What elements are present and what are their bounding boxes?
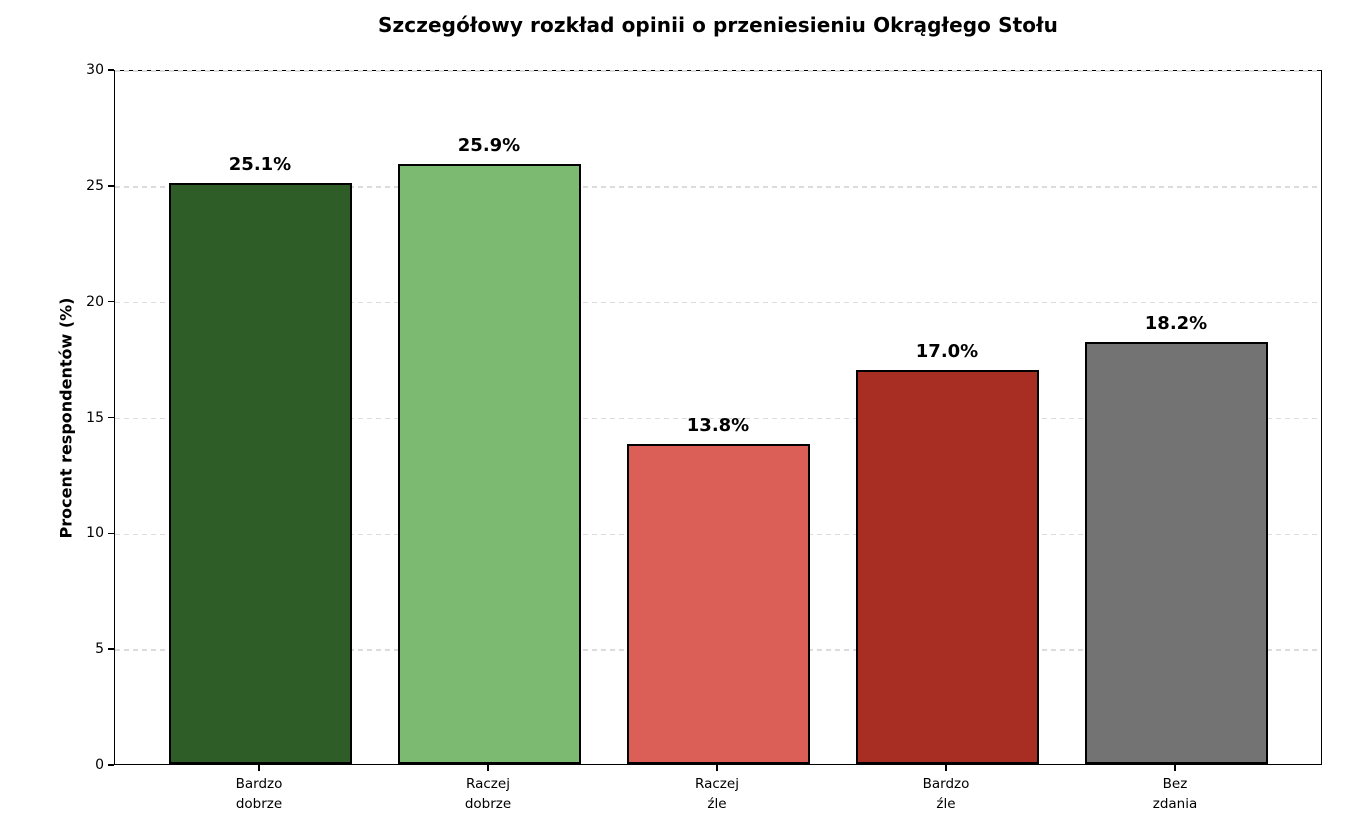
x-tick-label: Bardzo źle — [922, 776, 970, 812]
x-tick-label: Raczej dobrze — [464, 776, 512, 812]
y-tick-mark — [108, 532, 114, 535]
bars-layer: 25.1% 25.9% 13.8% 17.0% 18.2% — [115, 71, 1321, 764]
x-tick-label: Bez zdania — [1152, 776, 1198, 812]
grid-line — [115, 417, 1321, 420]
grid-line — [115, 70, 1321, 72]
y-tick-label: 0 — [95, 757, 104, 773]
bar-2 — [397, 163, 581, 764]
bar-5 — [1084, 342, 1268, 764]
x-tick-mark — [945, 765, 947, 771]
x-tick-mark — [1174, 765, 1176, 771]
x-tick-label: Bardzo dobrze — [235, 776, 283, 812]
grid-line — [115, 186, 1321, 188]
bar-value-label: 25.9% — [457, 134, 521, 156]
y-tick-mark — [108, 185, 114, 187]
bar-4 — [855, 370, 1039, 764]
y-tick-label: 20 — [86, 293, 104, 310]
y-tick-mark — [108, 300, 114, 303]
bar-value-label: 13.8% — [686, 415, 750, 437]
grid-line — [115, 301, 1321, 304]
y-tick-mark — [108, 416, 114, 419]
x-tick-mark — [258, 765, 260, 771]
bar-value-label: 25.1% — [228, 153, 292, 175]
x-tick-mark — [716, 765, 718, 771]
y-tick-mark — [108, 69, 114, 71]
bar-value-label: 17.0% — [915, 341, 979, 363]
y-tick-label: 25 — [86, 177, 104, 194]
bar-1 — [168, 182, 352, 764]
chart-title: Szczegółowy rozkład opinii o przeniesien… — [378, 13, 1058, 37]
y-tick-label: 5 — [95, 641, 104, 658]
x-tick-label: Raczej źle — [695, 776, 739, 812]
y-tick-label: 30 — [86, 62, 104, 78]
y-tick-label: 15 — [86, 409, 104, 426]
y-tick-label: 10 — [86, 525, 104, 542]
y-tick-mark — [108, 764, 114, 766]
bar-3 — [626, 444, 810, 764]
bar-value-label: 18.2% — [1144, 313, 1208, 335]
y-tick-mark — [108, 648, 114, 650]
x-tick-mark — [487, 765, 489, 771]
plot-area: 25.1% 25.9% 13.8% 17.0% 18.2% — [114, 70, 1322, 765]
